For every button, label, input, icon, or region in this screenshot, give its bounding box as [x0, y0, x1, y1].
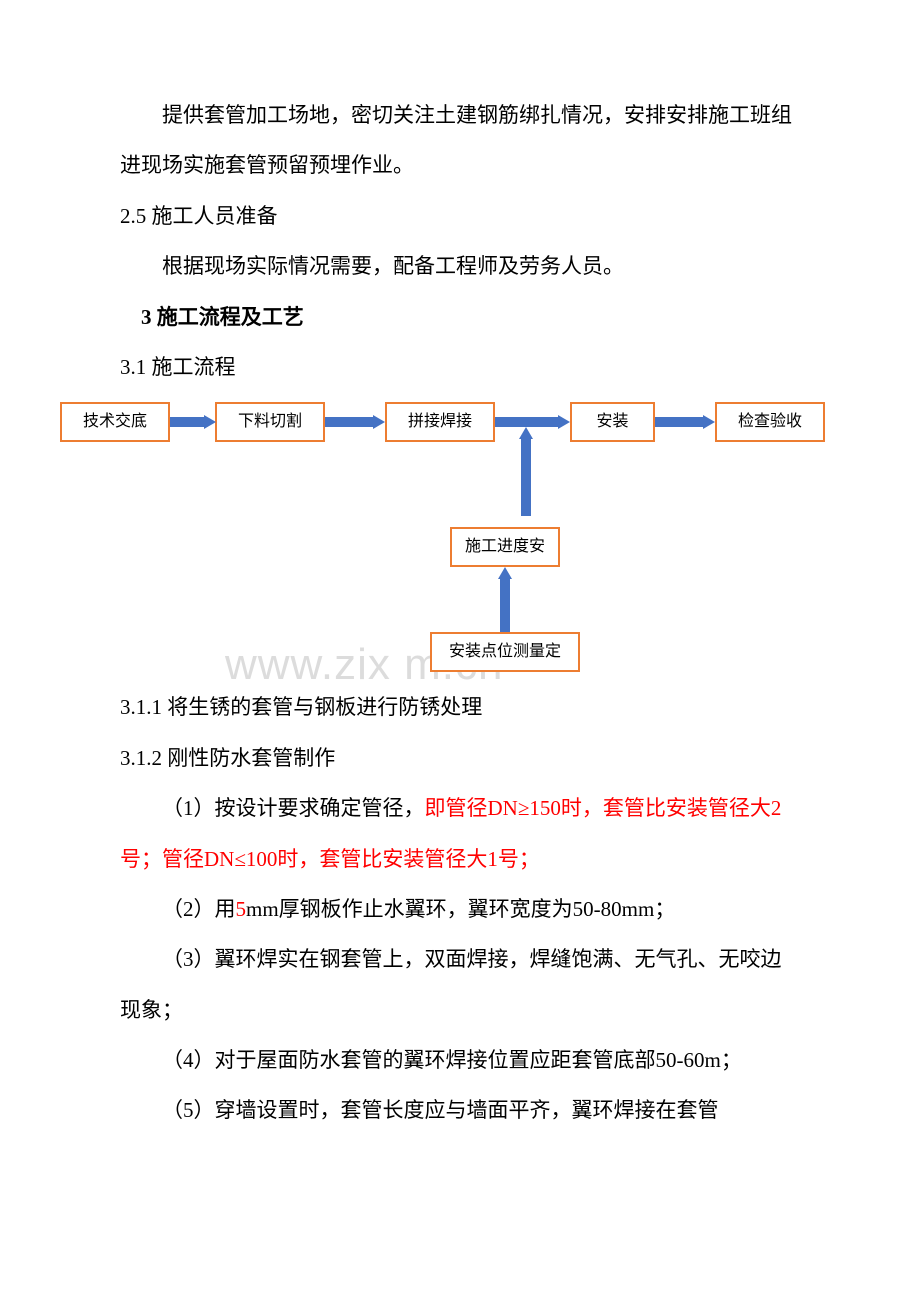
arrow	[495, 417, 558, 427]
paragraph-personnel: 根据现场实际情况需要，配备工程师及劳务人员。	[120, 241, 800, 291]
arrow-head	[373, 415, 385, 429]
flow-box-tech: 技术交底	[60, 402, 170, 442]
arrow	[500, 579, 510, 632]
paragraph-supply: 提供套管加工场地，密切关注土建钢筋绑扎情况，安排安排施工班组进现场实施套管预留预…	[120, 90, 800, 191]
paragraph-roof: （4）对于屋面防水套管的翼环焊接位置应距套管底部50-60m；	[120, 1035, 800, 1085]
arrow-head	[703, 415, 715, 429]
text: （1）按设计要求确定管径，	[162, 796, 425, 820]
arrow	[325, 417, 373, 427]
arrow-head	[498, 567, 512, 579]
heading-3: 3 施工流程及工艺	[120, 292, 800, 342]
flow-box-cut: 下料切割	[215, 402, 325, 442]
text: （2）用	[162, 897, 236, 921]
flow-box-check: 检查验收	[715, 402, 825, 442]
arrow-head	[519, 427, 533, 439]
section-3-1-2: 3.1.2 刚性防水套管制作	[120, 733, 800, 783]
flow-box-install: 安装	[570, 402, 655, 442]
arrow	[655, 417, 703, 427]
section-3-1: 3.1 施工流程	[120, 342, 800, 392]
flow-box-weld: 拼接焊接	[385, 402, 495, 442]
paragraph-wall: （5）穿墙设置时，套管长度应与墙面平齐，翼环焊接在套管	[120, 1085, 800, 1135]
text: 提供套管加工场地，密切关注土建钢筋绑扎情况，安排安排施工班组进现场实施套管预留预…	[120, 90, 800, 191]
flow-box-measure: 安装点位测量定	[430, 632, 580, 672]
arrow-head	[558, 415, 570, 429]
paragraph-steel: （2）用5mm厚钢板作止水翼环，翼环宽度为50-80mm；	[120, 884, 800, 934]
paragraph-dn: （1）按设计要求确定管径，即管径DN≥150时，套管比安装管径大2号；管径DN≤…	[120, 783, 800, 884]
arrow	[521, 439, 531, 516]
flowchart: 技术交底 下料切割 拼接焊接 安装 检查验收 施工进度安 安装点位测量定 www…	[60, 402, 860, 682]
section-3-1-1: 3.1.1 将生锈的套管与钢板进行防锈处理	[120, 682, 800, 732]
paragraph-weld: （3）翼环焊实在钢套管上，双面焊接，焊缝饱满、无气孔、无咬边现象；	[120, 934, 800, 1035]
text: mm厚钢板作止水翼环，翼环宽度为50-80mm；	[246, 897, 675, 921]
arrow	[170, 417, 204, 427]
arrow-head	[204, 415, 216, 429]
section-2-5: 2.5 施工人员准备	[120, 191, 800, 241]
flow-box-progress: 施工进度安	[450, 527, 560, 567]
text-red: 5	[236, 897, 247, 921]
